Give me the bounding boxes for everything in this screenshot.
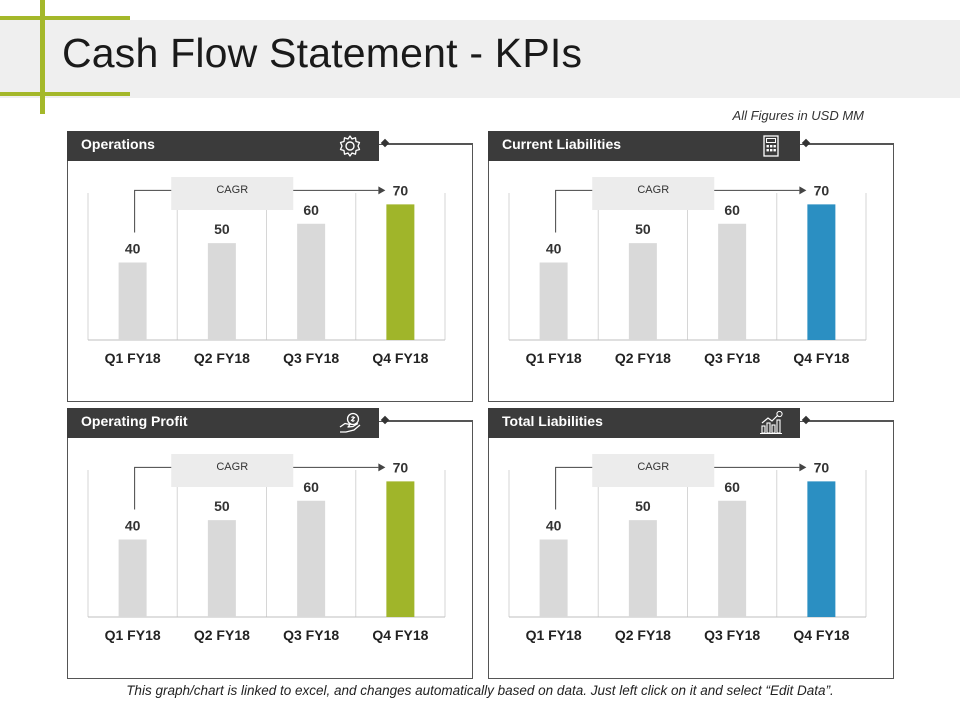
cagr-arrow-line — [555, 466, 800, 510]
money-hand-icon — [339, 412, 361, 433]
data-label: 40 — [125, 241, 141, 257]
category-label: Q2 FY18 — [194, 627, 250, 643]
bar[interactable] — [297, 223, 326, 340]
chart-panel-total-liabilities[interactable]: 40 Q1 FY18 50 Q2 FY18 60 Q3 FY18 70 Q4 FY18 CAGR… — [488, 408, 895, 679]
bar[interactable] — [539, 262, 568, 341]
data-label: 70 — [814, 459, 830, 475]
category-label: Q1 FY18 — [526, 627, 582, 643]
title-band — [0, 20, 960, 98]
data-label: 70 — [393, 182, 409, 198]
cagr-label: CAGR — [637, 184, 669, 196]
accent-line-bottom — [0, 92, 130, 96]
cagr-arrow-head — [378, 463, 386, 472]
accent-line-vertical — [40, 0, 45, 114]
bar[interactable] — [386, 481, 415, 617]
category-label: Q4 FY18 — [372, 350, 428, 366]
panel-connector — [380, 138, 473, 158]
cagr-label: CAGR — [216, 184, 248, 196]
bar[interactable] — [207, 243, 236, 340]
panel-title: Operations — [81, 136, 155, 152]
panel-header: Operating Profit — [67, 408, 379, 438]
calculator-icon — [763, 135, 779, 157]
category-label: Q4 FY18 — [793, 627, 849, 643]
data-label: 50 — [214, 221, 230, 237]
category-label: Q4 FY18 — [793, 350, 849, 366]
bar[interactable] — [628, 243, 657, 340]
cagr-arrow-head — [378, 186, 386, 195]
category-label: Q3 FY18 — [283, 627, 339, 643]
bar[interactable] — [807, 481, 836, 617]
panel-title: Current Liabilities — [502, 136, 622, 152]
chart-operating-profit[interactable]: 40 Q1 FY18 50 Q2 FY18 60 Q3 FY18 70 Q4 FY18 CAGR — [68, 422, 474, 668]
data-label: 50 — [635, 498, 651, 514]
data-label: 40 — [546, 518, 562, 534]
category-label: Q1 FY18 — [526, 350, 582, 366]
panel-connector — [380, 415, 473, 435]
data-label: 60 — [724, 479, 740, 495]
chart-panel-current-liabilities[interactable]: 40 Q1 FY18 50 Q2 FY18 60 Q3 FY18 70 Q4 FY18 CAGR… — [488, 131, 895, 402]
category-label: Q2 FY18 — [194, 350, 250, 366]
bar[interactable] — [718, 500, 747, 617]
category-label: Q1 FY18 — [105, 627, 161, 643]
data-label: 60 — [303, 202, 319, 218]
accent-line-top — [0, 16, 130, 20]
cagr-arrow-line — [134, 466, 379, 510]
cagr-arrow-line — [134, 189, 379, 233]
category-label: Q2 FY18 — [615, 350, 671, 366]
cagr-arrow-line — [555, 189, 800, 233]
category-label: Q4 FY18 — [372, 627, 428, 643]
bar[interactable] — [118, 262, 147, 341]
chart-current-liabilities[interactable]: 40 Q1 FY18 50 Q2 FY18 60 Q3 FY18 70 Q4 FY18 CAGR — [489, 145, 895, 391]
cagr-box[interactable] — [592, 177, 715, 210]
chart-total-liabilities[interactable]: 40 Q1 FY18 50 Q2 FY18 60 Q3 FY18 70 Q4 FY18 CAGR — [489, 422, 895, 668]
panel-title: Total Liabilities — [502, 413, 603, 429]
panel-header: Total Liabilities — [488, 408, 800, 438]
data-label: 50 — [635, 221, 651, 237]
category-label: Q3 FY18 — [704, 627, 760, 643]
data-label: 70 — [393, 459, 409, 475]
figures-note: All Figures in USD MM — [732, 108, 864, 123]
data-label: 40 — [125, 518, 141, 534]
category-label: Q1 FY18 — [105, 350, 161, 366]
panel-header: Current Liabilities — [488, 131, 800, 161]
cagr-label: CAGR — [637, 461, 669, 473]
data-label: 60 — [303, 479, 319, 495]
chart-panel-operating-profit[interactable]: 40 Q1 FY18 50 Q2 FY18 60 Q3 FY18 70 Q4 FY18 CAGR… — [67, 408, 474, 679]
footer-note: This graph/chart is linked to excel, and… — [126, 683, 834, 698]
data-label: 60 — [724, 202, 740, 218]
cagr-box[interactable] — [171, 454, 294, 487]
chart-panel-operations[interactable]: 40 Q1 FY18 50 Q2 FY18 60 Q3 FY18 70 Q4 FY18 CAGR… — [67, 131, 474, 402]
data-label: 50 — [214, 498, 230, 514]
bar[interactable] — [297, 500, 326, 617]
bar[interactable] — [386, 204, 415, 340]
bar[interactable] — [718, 223, 747, 340]
gear-icon — [339, 135, 361, 157]
category-label: Q3 FY18 — [704, 350, 760, 366]
panel-title: Operating Profit — [81, 413, 188, 429]
bar[interactable] — [628, 520, 657, 617]
panel-header: Operations — [67, 131, 379, 161]
bar[interactable] — [807, 204, 836, 340]
category-label: Q3 FY18 — [283, 350, 339, 366]
bar[interactable] — [207, 520, 236, 617]
cagr-label: CAGR — [216, 461, 248, 473]
page-title: Cash Flow Statement - KPIs — [62, 30, 583, 76]
cagr-box[interactable] — [171, 177, 294, 210]
cagr-box[interactable] — [592, 454, 715, 487]
panel-connector — [801, 138, 894, 158]
bar[interactable] — [118, 539, 147, 618]
category-label: Q2 FY18 — [615, 627, 671, 643]
cagr-arrow-head — [799, 186, 807, 195]
growth-chart-icon — [760, 410, 783, 435]
panel-connector — [801, 415, 894, 435]
data-label: 70 — [814, 182, 830, 198]
chart-operations[interactable]: 40 Q1 FY18 50 Q2 FY18 60 Q3 FY18 70 Q4 FY18 CAGR — [68, 145, 474, 391]
data-label: 40 — [546, 241, 562, 257]
cagr-arrow-head — [799, 463, 807, 472]
bar[interactable] — [539, 539, 568, 618]
